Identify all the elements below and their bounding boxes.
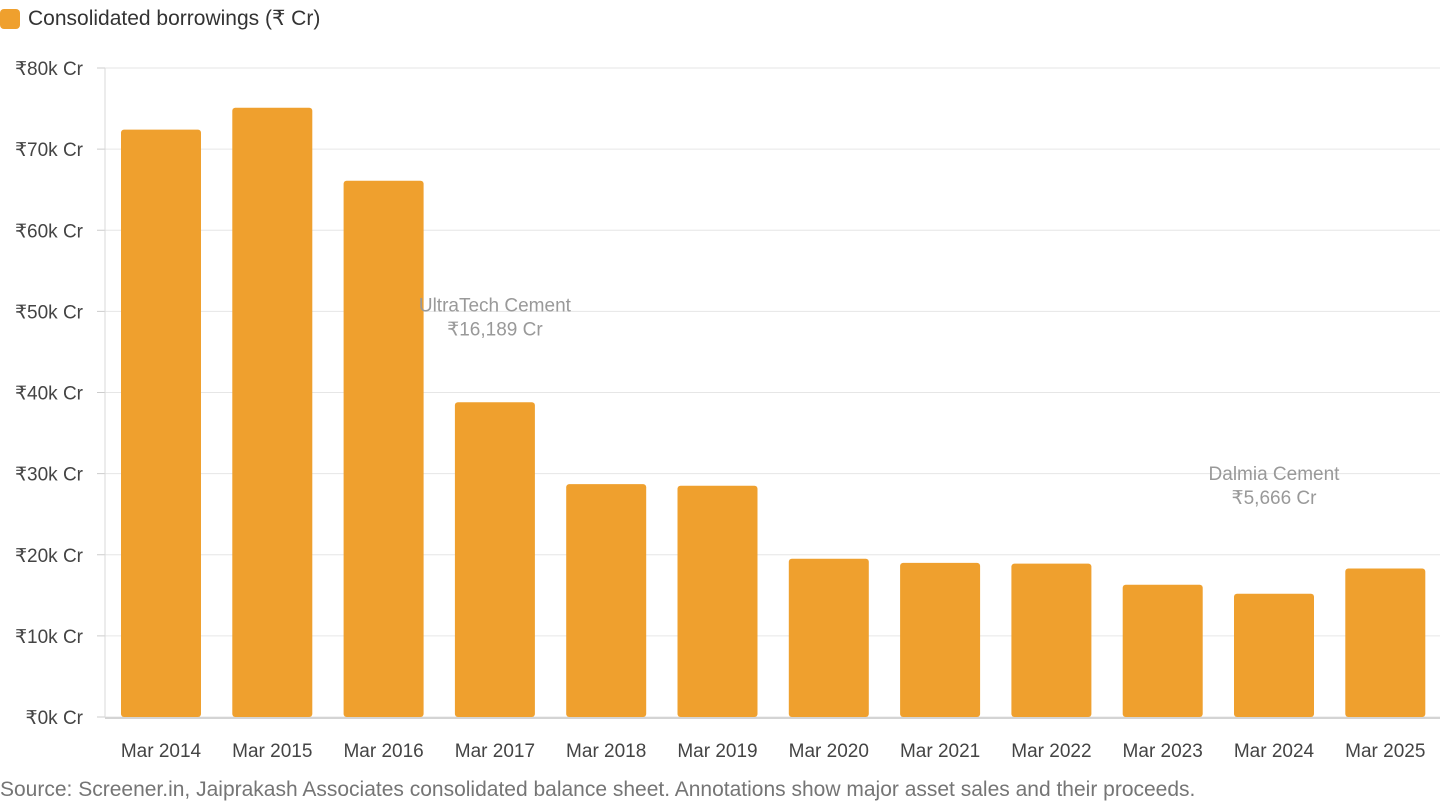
x-tick-label: Mar 2020 bbox=[789, 741, 869, 762]
x-tick-label: Mar 2021 bbox=[900, 741, 980, 762]
annotation-label: ₹16,189 Cr bbox=[447, 319, 543, 340]
annotation-label: ₹5,666 Cr bbox=[1232, 488, 1318, 509]
source-note: Source: Screener.in, Jaiprakash Associat… bbox=[0, 778, 1196, 801]
bar bbox=[232, 107, 313, 718]
bar bbox=[454, 402, 535, 717]
legend-label: Consolidated borrowings (₹ Cr) bbox=[28, 7, 321, 30]
legend-swatch bbox=[0, 8, 20, 29]
x-tick-label: Mar 2025 bbox=[1345, 741, 1425, 762]
x-tick-label: Mar 2022 bbox=[1011, 741, 1091, 762]
x-tick-label: Mar 2014 bbox=[121, 741, 202, 762]
chart-legend[interactable]: Consolidated borrowings (₹ Cr) bbox=[0, 6, 320, 31]
y-tick-label: ₹30k Cr bbox=[15, 465, 84, 486]
x-tick-label: Mar 2015 bbox=[232, 741, 312, 762]
bar bbox=[1011, 563, 1092, 717]
y-tick-label: ₹0k Cr bbox=[26, 708, 84, 729]
x-tick-label: Mar 2024 bbox=[1234, 741, 1315, 762]
x-tick-label: Mar 2019 bbox=[677, 741, 757, 762]
annotation-label: UltraTech Cement bbox=[419, 295, 572, 316]
x-tick-label: Mar 2018 bbox=[566, 741, 646, 762]
bar bbox=[566, 484, 647, 717]
y-tick-label: ₹50k Cr bbox=[15, 302, 84, 323]
x-tick-label: Mar 2017 bbox=[455, 741, 535, 762]
annotation-label: Dalmia Cement bbox=[1209, 464, 1341, 485]
bar bbox=[1345, 568, 1426, 717]
bar bbox=[1234, 593, 1314, 717]
y-tick-label: ₹60k Cr bbox=[15, 221, 84, 242]
x-tick-label: Mar 2023 bbox=[1123, 741, 1203, 762]
y-tick-label: ₹10k Cr bbox=[15, 627, 84, 648]
bar bbox=[677, 485, 758, 717]
x-tick-label: Mar 2016 bbox=[343, 741, 423, 762]
bar bbox=[121, 129, 201, 717]
bar bbox=[788, 558, 869, 717]
y-tick-label: ₹80k Cr bbox=[15, 59, 84, 80]
bar bbox=[900, 562, 981, 717]
y-tick-label: ₹20k Cr bbox=[15, 546, 84, 567]
bar bbox=[343, 180, 424, 718]
y-tick-label: ₹40k Cr bbox=[15, 384, 84, 405]
bar bbox=[1122, 584, 1203, 717]
y-tick-label: ₹70k Cr bbox=[15, 140, 84, 161]
